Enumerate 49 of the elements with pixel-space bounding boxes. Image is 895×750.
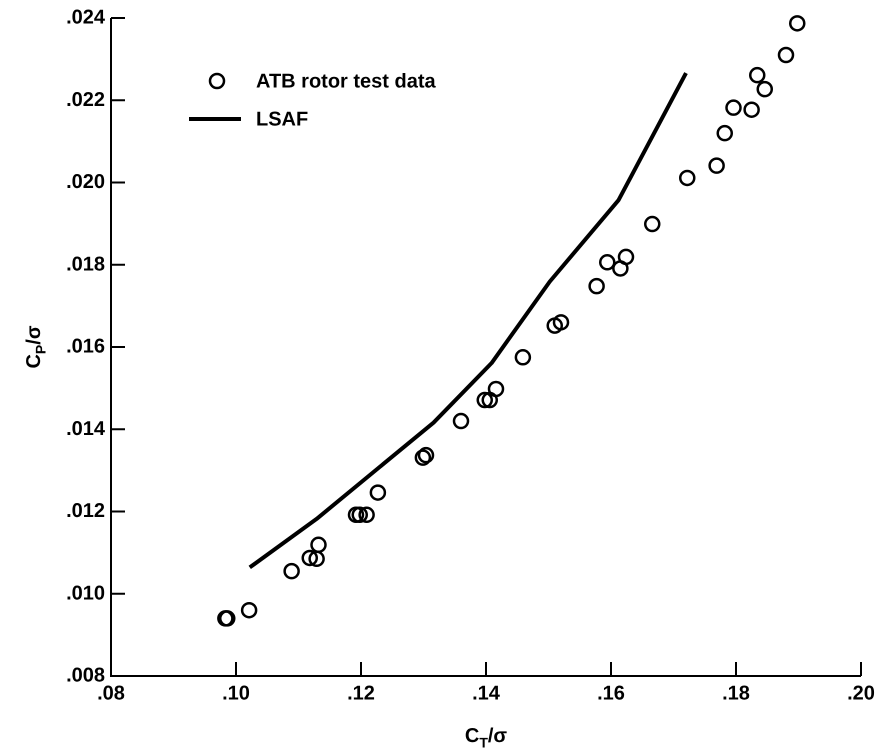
point: [348, 506, 364, 524]
point: [588, 278, 605, 294]
point: [352, 506, 368, 524]
x-tick-label: .16: [597, 682, 625, 705]
point: [618, 248, 634, 266]
y-tick-label: .020: [66, 171, 105, 194]
point: [708, 157, 725, 174]
point: [789, 15, 806, 32]
point: [716, 124, 733, 142]
point: [599, 254, 616, 271]
y-axis-title: CP/σ: [23, 325, 49, 369]
point: [370, 484, 386, 501]
x-tick-label: .12: [347, 682, 375, 705]
x-tick-label: .20: [847, 682, 875, 705]
x-tick-label: .10: [222, 682, 250, 705]
y-tick-label: .022: [66, 88, 105, 111]
point: [482, 392, 498, 408]
y-tick-label: .012: [66, 500, 105, 522]
point: [679, 170, 696, 186]
x-tick-label: .14: [472, 682, 501, 705]
point: [240, 602, 258, 618]
point: [283, 562, 300, 580]
point: [644, 216, 660, 232]
point: [488, 380, 504, 398]
point: [612, 260, 629, 277]
point: [778, 46, 794, 64]
y-tick-label: .024: [66, 6, 106, 29]
point: [302, 550, 318, 566]
y-tick-label: .014: [66, 418, 106, 440]
point: [756, 80, 773, 98]
point: [725, 99, 742, 116]
point: [308, 550, 325, 568]
point: [514, 349, 532, 366]
legend-label: LSAF: [256, 108, 308, 131]
point: [749, 66, 766, 84]
point: [476, 392, 493, 408]
point: [310, 536, 327, 554]
point: [546, 317, 563, 334]
legend-label: ATB rotor test data: [256, 70, 437, 93]
x-tick-label: .18: [722, 682, 750, 705]
y-tick-label: .018: [66, 253, 105, 276]
point: [743, 101, 760, 118]
point: [358, 506, 375, 524]
point: [414, 449, 432, 466]
y-tick-label: .010: [66, 582, 105, 604]
point: [452, 412, 470, 430]
point: [552, 314, 570, 331]
point: [418, 446, 434, 464]
y-tick-label: .016: [66, 336, 105, 358]
